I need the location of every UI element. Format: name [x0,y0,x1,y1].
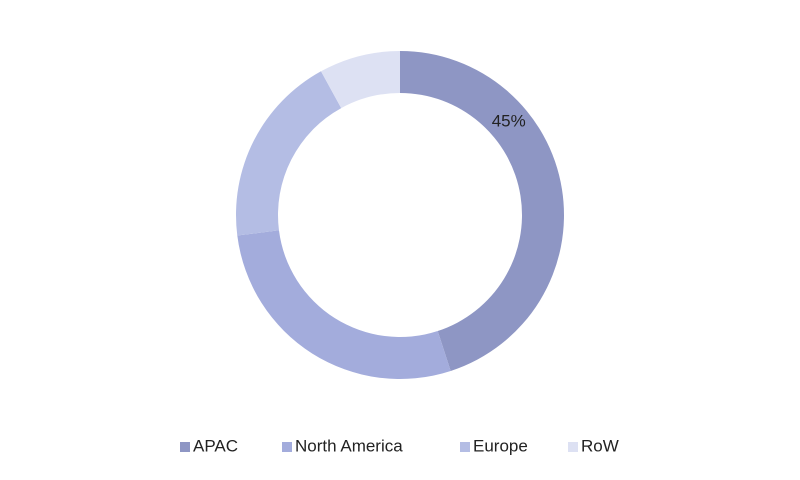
donut-segment [400,51,564,371]
legend-label: Europe [473,436,528,455]
legend-swatch [180,442,190,452]
legend-label: RoW [581,436,619,455]
legend-swatch [568,442,578,452]
donut-segment [237,230,451,379]
donut-segment [235,71,342,236]
legend-swatch [460,442,470,452]
legend-label: North America [295,436,403,455]
legend-label: APAC [193,436,238,455]
donut-segment [320,51,400,109]
legend-swatch [282,442,292,452]
data-label: 45% [492,112,526,131]
